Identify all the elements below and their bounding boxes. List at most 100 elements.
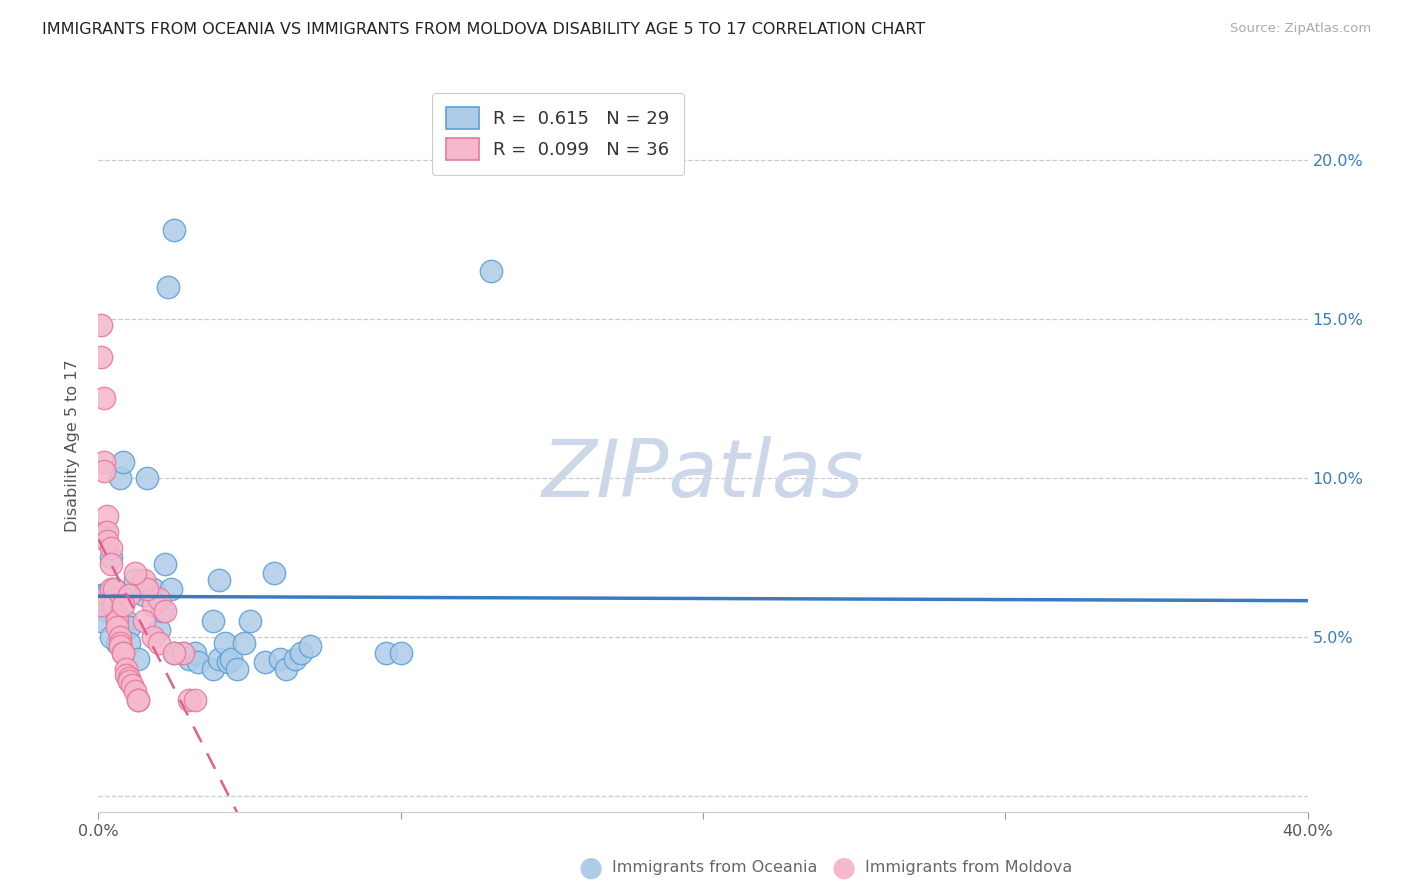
Point xyxy=(111,598,134,612)
Point xyxy=(103,604,125,618)
Point xyxy=(163,223,186,237)
Point xyxy=(132,589,155,603)
Point xyxy=(163,646,186,660)
Point xyxy=(96,508,118,523)
Point xyxy=(239,614,262,628)
Point xyxy=(108,630,131,644)
Point xyxy=(142,582,165,596)
Point xyxy=(90,598,112,612)
Point xyxy=(105,614,128,628)
Point xyxy=(96,604,118,618)
Point xyxy=(96,589,118,603)
Point xyxy=(290,646,312,660)
Text: IMMIGRANTS FROM OCEANIA VS IMMIGRANTS FROM MOLDOVA DISABILITY AGE 5 TO 17 CORREL: IMMIGRANTS FROM OCEANIA VS IMMIGRANTS FR… xyxy=(42,22,925,37)
Point xyxy=(127,693,149,707)
Point xyxy=(108,471,131,485)
Point xyxy=(100,582,122,596)
Point xyxy=(208,573,231,587)
Point xyxy=(90,614,112,628)
Point xyxy=(142,598,165,612)
Point xyxy=(172,646,194,660)
Point xyxy=(202,614,225,628)
Point xyxy=(374,646,396,660)
Point xyxy=(179,652,201,666)
Point xyxy=(153,557,176,571)
Point xyxy=(96,524,118,539)
Point xyxy=(226,662,249,676)
Point xyxy=(103,591,125,606)
Point xyxy=(299,640,322,654)
Point xyxy=(132,614,155,628)
Point xyxy=(100,541,122,555)
Point xyxy=(127,652,149,666)
Point xyxy=(221,652,243,666)
Point xyxy=(148,591,170,606)
Text: ●: ● xyxy=(831,854,856,882)
Text: Source: ZipAtlas.com: Source: ZipAtlas.com xyxy=(1230,22,1371,36)
Point xyxy=(103,582,125,596)
Point xyxy=(156,280,179,294)
Point xyxy=(105,636,128,650)
Point xyxy=(114,662,136,676)
Point xyxy=(90,589,112,603)
Point xyxy=(100,630,122,644)
Point xyxy=(111,455,134,469)
Point xyxy=(263,566,285,581)
Point xyxy=(274,662,297,676)
Point xyxy=(142,630,165,644)
Point xyxy=(135,471,157,485)
Point xyxy=(93,524,115,539)
Point xyxy=(184,646,207,660)
Point xyxy=(118,620,141,634)
Y-axis label: Disability Age 5 to 17: Disability Age 5 to 17 xyxy=(65,359,80,533)
Point xyxy=(111,646,134,660)
Point xyxy=(389,646,412,660)
Point xyxy=(217,655,239,669)
Point xyxy=(132,573,155,587)
Point xyxy=(90,350,112,364)
Text: Immigrants from Oceania: Immigrants from Oceania xyxy=(612,861,817,875)
Point xyxy=(100,557,122,571)
Point xyxy=(284,652,307,666)
Point xyxy=(124,573,146,587)
Point xyxy=(208,652,231,666)
Point xyxy=(118,671,141,685)
Point xyxy=(100,550,122,565)
Point xyxy=(93,392,115,406)
Text: Immigrants from Moldova: Immigrants from Moldova xyxy=(865,861,1071,875)
Point xyxy=(118,674,141,689)
Point xyxy=(111,646,134,660)
Point xyxy=(90,318,112,333)
Point xyxy=(135,582,157,596)
Point xyxy=(114,668,136,682)
Point xyxy=(96,534,118,549)
Point xyxy=(163,646,186,660)
Point xyxy=(127,693,149,707)
Point xyxy=(184,693,207,707)
Point xyxy=(93,465,115,479)
Text: ZIPatlas: ZIPatlas xyxy=(541,436,865,515)
Point xyxy=(118,589,141,603)
Point xyxy=(153,604,176,618)
Point xyxy=(187,655,209,669)
Point xyxy=(103,598,125,612)
Point xyxy=(103,582,125,596)
Point xyxy=(129,582,152,596)
Point xyxy=(114,614,136,628)
Point xyxy=(179,693,201,707)
Point xyxy=(108,636,131,650)
Point xyxy=(172,646,194,660)
Point xyxy=(118,636,141,650)
Point xyxy=(108,640,131,654)
Point xyxy=(202,662,225,676)
Point xyxy=(160,582,183,596)
Point xyxy=(232,636,254,650)
Point xyxy=(214,636,236,650)
Point xyxy=(124,684,146,698)
Point xyxy=(253,655,276,669)
Point xyxy=(150,604,173,618)
Point xyxy=(105,607,128,622)
Point xyxy=(269,652,291,666)
Point xyxy=(105,620,128,634)
Point xyxy=(124,566,146,581)
